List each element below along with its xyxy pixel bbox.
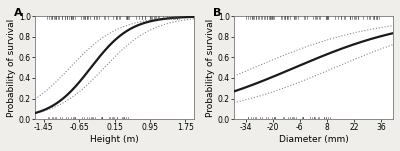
X-axis label: Height (m): Height (m) (90, 135, 139, 144)
Text: B: B (213, 8, 222, 18)
Text: A: A (14, 8, 23, 18)
Y-axis label: Probability of survival: Probability of survival (206, 19, 215, 117)
Y-axis label: Probability of survival: Probability of survival (7, 19, 16, 117)
X-axis label: Diameter (mm): Diameter (mm) (279, 135, 348, 144)
